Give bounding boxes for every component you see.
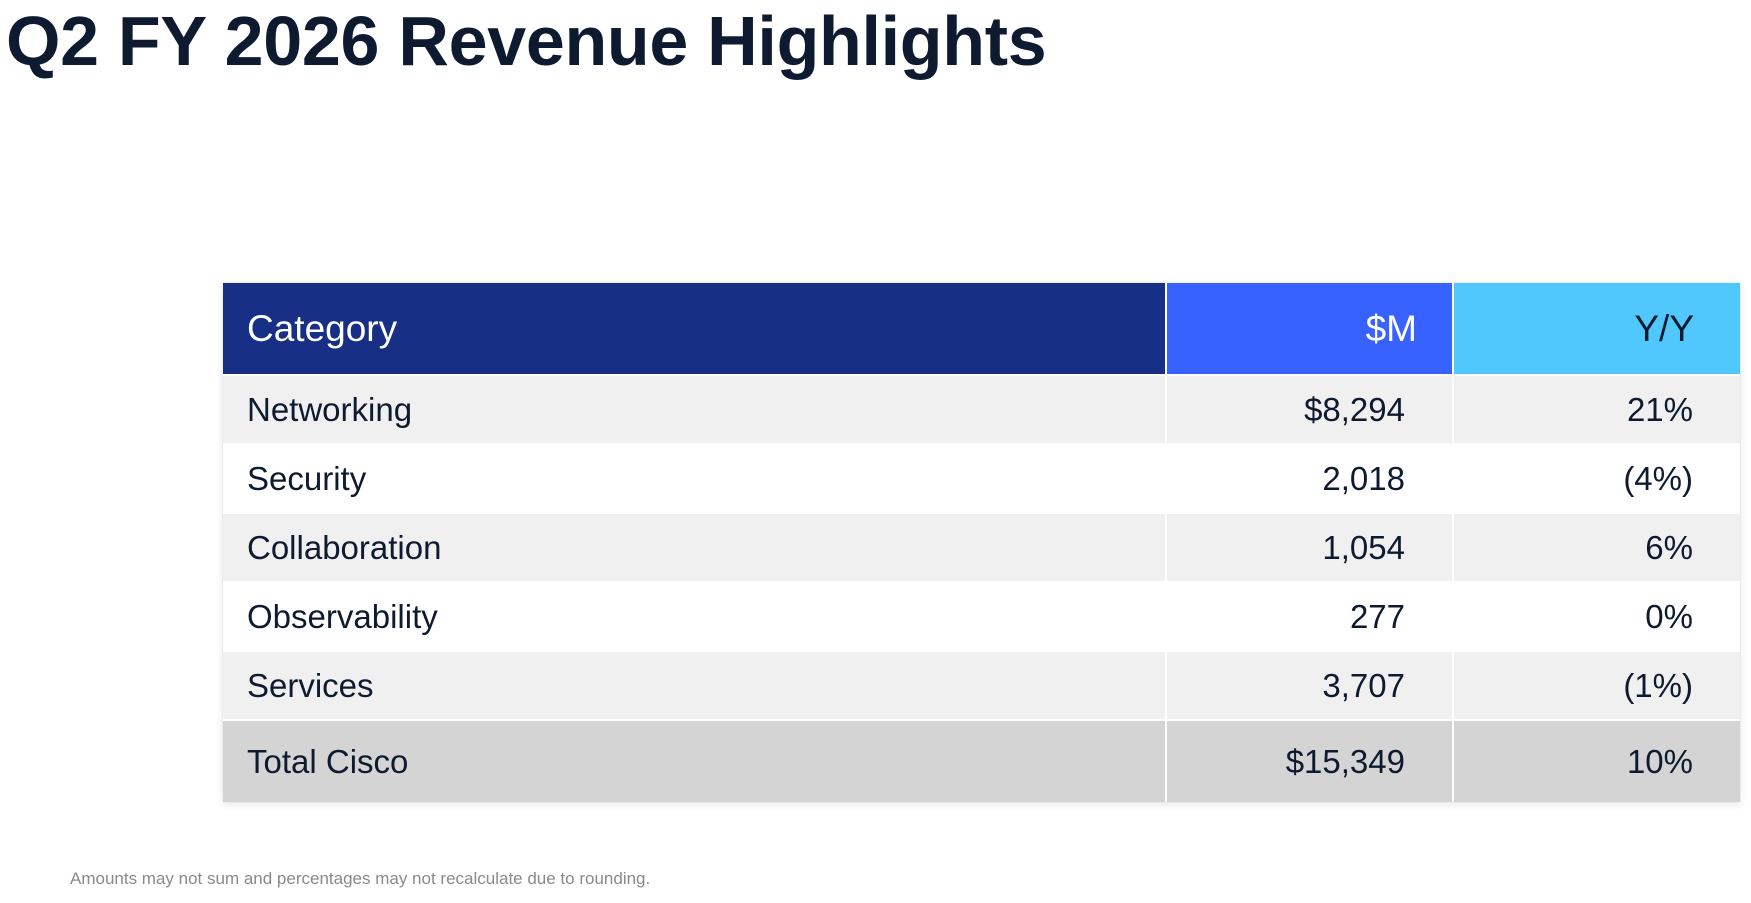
usd-millions-cell: 2,018 xyxy=(1165,444,1453,514)
page-title: Q2 FY 2026 Revenue Highlights xyxy=(6,2,1047,80)
column-header-category: Category xyxy=(223,283,1166,376)
total-row: Total Cisco $15,349 10% xyxy=(223,720,1740,802)
yoy-cell: 0% xyxy=(1452,582,1740,652)
yoy-cell: 21% xyxy=(1452,375,1740,445)
yoy-cell: (1%) xyxy=(1452,651,1740,721)
revenue-table: Category $M Y/Y Networking $8,294 21% Se… xyxy=(223,283,1740,802)
total-yoy-cell: 10% xyxy=(1452,720,1740,802)
total-usd-millions-cell: $15,349 xyxy=(1165,720,1453,802)
table-row: Collaboration 1,054 6% xyxy=(223,513,1740,583)
category-cell: Collaboration xyxy=(223,513,1166,583)
yoy-cell: 6% xyxy=(1452,513,1740,583)
usd-millions-cell: 3,707 xyxy=(1165,651,1453,721)
usd-millions-cell: 277 xyxy=(1165,582,1453,652)
table-row: Security 2,018 (4%) xyxy=(223,444,1740,514)
table-row: Observability 277 0% xyxy=(223,582,1740,652)
column-header-usd-millions: $M xyxy=(1165,283,1453,376)
category-cell: Observability xyxy=(223,582,1166,652)
table-header-row: Category $M Y/Y xyxy=(223,283,1740,376)
category-cell: Security xyxy=(223,444,1166,514)
usd-millions-cell: 1,054 xyxy=(1165,513,1453,583)
category-cell: Networking xyxy=(223,375,1166,445)
total-category-cell: Total Cisco xyxy=(223,720,1166,802)
category-cell: Services xyxy=(223,651,1166,721)
table-row: Networking $8,294 21% xyxy=(223,375,1740,445)
yoy-cell: (4%) xyxy=(1452,444,1740,514)
column-header-year-over-year: Y/Y xyxy=(1452,283,1740,376)
revenue-table-container: Category $M Y/Y Networking $8,294 21% Se… xyxy=(223,283,1740,802)
usd-millions-cell: $8,294 xyxy=(1165,375,1453,445)
table-row: Services 3,707 (1%) xyxy=(223,651,1740,721)
footnote: Amounts may not sum and percentages may … xyxy=(70,869,651,888)
